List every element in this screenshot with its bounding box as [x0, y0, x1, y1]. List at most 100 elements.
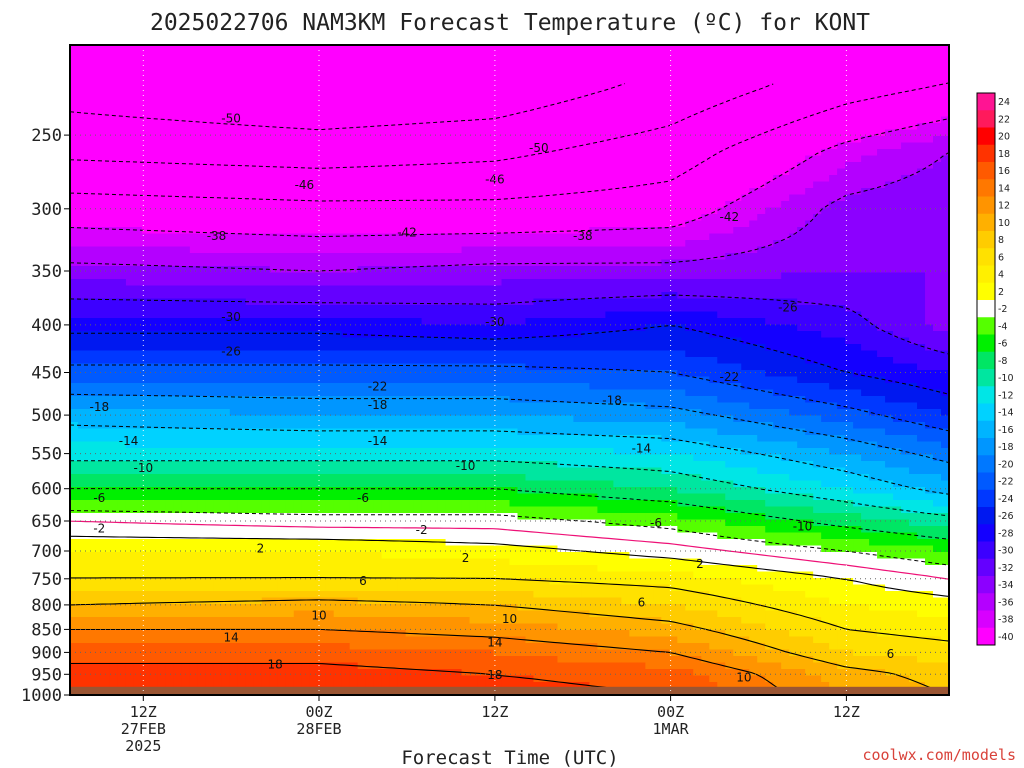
heatmap-cell — [533, 181, 543, 189]
heatmap-cell — [917, 110, 926, 118]
heatmap-cell — [149, 71, 159, 79]
heatmap-cell — [917, 318, 926, 326]
heatmap-cell — [637, 149, 646, 157]
heatmap-cell — [605, 324, 614, 332]
heatmap-cell — [501, 162, 511, 170]
heatmap-cell — [277, 246, 287, 254]
heatmap-cell — [565, 181, 575, 189]
heatmap-cell — [365, 188, 375, 196]
heatmap-cell — [581, 331, 591, 339]
heatmap-cell — [85, 305, 95, 313]
heatmap-cell — [581, 194, 591, 202]
heatmap-cell — [709, 58, 718, 66]
heatmap-cell — [709, 253, 718, 261]
heatmap-cell — [829, 71, 838, 79]
heatmap-cell — [413, 298, 423, 306]
heatmap-cell — [325, 103, 335, 111]
heatmap-cell — [861, 292, 870, 300]
heatmap-cell — [437, 64, 447, 72]
heatmap-cell — [117, 207, 127, 215]
heatmap-cell — [197, 240, 207, 248]
heatmap-cell — [365, 240, 375, 248]
heatmap-cell — [869, 123, 878, 131]
heatmap-cell — [341, 71, 351, 79]
heatmap-cell — [237, 240, 247, 248]
heatmap-cell — [621, 155, 630, 163]
heatmap-cell — [933, 285, 942, 293]
heatmap-cell — [709, 305, 718, 313]
heatmap-cell — [693, 103, 702, 111]
heatmap-cell — [301, 246, 311, 254]
heatmap-cell — [405, 64, 415, 72]
heatmap-cell — [133, 58, 143, 66]
heatmap-cell — [549, 188, 559, 196]
heatmap-cell — [557, 279, 567, 287]
heatmap-cell — [661, 272, 670, 280]
heatmap-cell — [677, 71, 686, 79]
heatmap-cell — [749, 253, 758, 261]
heatmap-cell — [285, 64, 295, 72]
heatmap-cell — [573, 194, 583, 202]
heatmap-cell — [757, 64, 766, 72]
heatmap-cell — [93, 123, 103, 131]
heatmap-cell — [285, 259, 295, 267]
heatmap-cell — [621, 103, 630, 111]
heatmap-cell — [525, 110, 535, 118]
heatmap-cell — [741, 298, 750, 306]
heatmap-cell — [389, 259, 399, 267]
heatmap-cell — [437, 207, 447, 215]
heatmap-cell — [533, 175, 543, 183]
heatmap-cell — [565, 194, 575, 202]
heatmap-cell — [941, 58, 949, 66]
heatmap-cell — [173, 142, 183, 150]
heatmap-cell — [565, 142, 575, 150]
heatmap-cell — [181, 90, 191, 98]
heatmap-cell — [317, 97, 327, 105]
heatmap-cell — [821, 103, 830, 111]
heatmap-cell — [541, 266, 551, 274]
heatmap-cell — [677, 90, 686, 98]
heatmap-cell — [285, 175, 295, 183]
heatmap-cell — [349, 51, 359, 59]
heatmap-cell — [269, 58, 279, 66]
heatmap-cell — [421, 233, 431, 241]
heatmap-cell — [85, 253, 95, 261]
heatmap-cell — [541, 331, 551, 339]
heatmap-cell — [549, 331, 559, 339]
heatmap-cell — [845, 292, 854, 300]
heatmap-cell — [493, 51, 503, 59]
heatmap-cell — [557, 129, 567, 137]
heatmap-cell — [853, 214, 862, 222]
heatmap-cell — [653, 272, 662, 280]
heatmap-cell — [293, 259, 303, 267]
heatmap-cell — [365, 253, 375, 261]
heatmap-cell — [645, 129, 654, 137]
heatmap-cell — [469, 142, 479, 150]
heatmap-cell — [245, 207, 255, 215]
heatmap-cell — [589, 84, 598, 92]
heatmap-cell — [437, 84, 447, 92]
heatmap-cell — [581, 181, 591, 189]
heatmap-cell — [501, 207, 511, 215]
heatmap-cell — [837, 175, 846, 183]
heatmap-cell — [525, 136, 535, 144]
heatmap-cell — [70, 77, 79, 85]
heatmap-cell — [549, 285, 559, 293]
heatmap-cell — [701, 298, 710, 306]
heatmap-cell — [245, 246, 255, 254]
heatmap-cell — [189, 194, 199, 202]
heatmap-cell — [85, 207, 95, 215]
heatmap-cell — [485, 175, 495, 183]
heatmap-cell — [389, 233, 399, 241]
heatmap-cell — [797, 58, 806, 66]
heatmap-cell — [885, 168, 894, 176]
heatmap-cell — [277, 181, 287, 189]
heatmap-cell — [349, 175, 359, 183]
heatmap-cell — [925, 103, 934, 111]
heatmap-cell — [557, 97, 567, 105]
heatmap-cell — [589, 129, 598, 137]
heatmap-cell — [821, 220, 830, 228]
heatmap-cell — [93, 45, 103, 53]
heatmap-cell — [725, 149, 734, 157]
heatmap-cell — [821, 188, 830, 196]
